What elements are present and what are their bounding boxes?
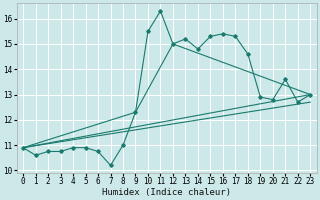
X-axis label: Humidex (Indice chaleur): Humidex (Indice chaleur): [102, 188, 231, 197]
